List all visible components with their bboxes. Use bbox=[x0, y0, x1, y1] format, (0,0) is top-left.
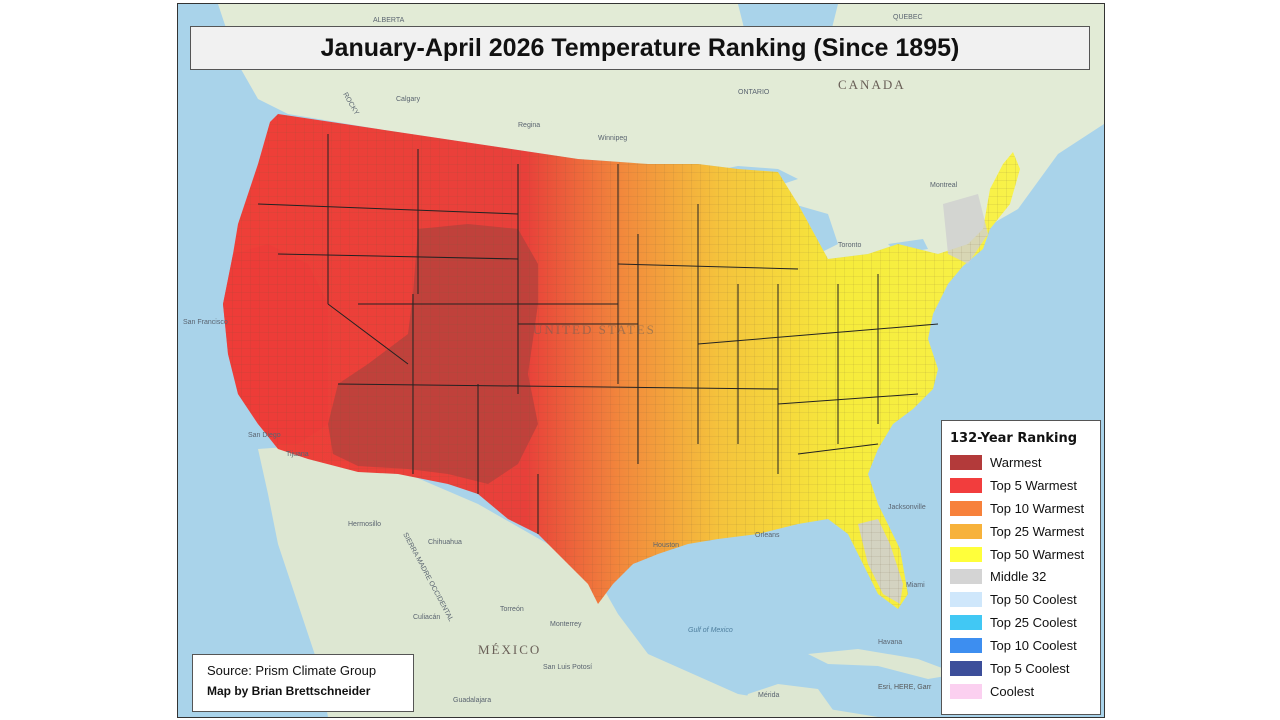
label-ontario: ONTARIO bbox=[738, 89, 770, 96]
legend-swatch bbox=[950, 683, 982, 699]
label-tijuana: Tijuana bbox=[286, 451, 309, 458]
cuba-land bbox=[808, 649, 958, 679]
label-orleans: Orleans bbox=[755, 532, 780, 539]
label-guadalajara: Guadalajara bbox=[453, 697, 491, 704]
legend-label: Top 50 Warmest bbox=[990, 546, 1085, 562]
label-san-diego: San Diego bbox=[248, 432, 281, 439]
legend-swatch bbox=[950, 592, 982, 608]
legend-label: Top 10 Warmest bbox=[990, 500, 1085, 516]
label-miami: Miami bbox=[906, 582, 925, 589]
label-united-states: UNITED STATES bbox=[533, 322, 656, 337]
legend-item: Top 5 Warmest bbox=[950, 474, 1100, 497]
legend-label: Top 25 Coolest bbox=[990, 615, 1077, 631]
label-mexico: MÉXICO bbox=[478, 642, 541, 657]
label-hermosillo: Hermosillo bbox=[348, 521, 381, 528]
legend-label: Top 5 Warmest bbox=[990, 477, 1077, 493]
attribution-text: Esri, HERE, Garr bbox=[878, 684, 932, 691]
label-calgary: Calgary bbox=[396, 96, 421, 103]
legend-label: Coolest bbox=[990, 683, 1035, 699]
legend-item: Middle 32 bbox=[950, 565, 1100, 588]
legend-swatch bbox=[950, 477, 982, 493]
credit-text: Map by Brian Brettschneider bbox=[207, 684, 371, 698]
legend-swatch bbox=[950, 615, 982, 631]
state-borders bbox=[257, 134, 939, 534]
label-quebec: QUEBEC bbox=[893, 14, 923, 21]
legend-label: Top 50 Coolest bbox=[990, 592, 1077, 608]
label-houston: Houston bbox=[653, 542, 679, 549]
legend-label: Middle 32 bbox=[990, 569, 1047, 585]
legend-swatch bbox=[950, 569, 982, 585]
legend-title: 132-Year Ranking bbox=[950, 431, 1078, 446]
legend-item: Top 50 Warmest bbox=[950, 543, 1100, 566]
label-winnipeg: Winnipeg bbox=[598, 135, 627, 142]
legend-label: Warmest bbox=[990, 454, 1042, 470]
label-havana: Havana bbox=[878, 639, 902, 646]
legend-item: Warmest bbox=[950, 451, 1100, 474]
legend-item: Top 25 Warmest bbox=[950, 520, 1100, 543]
source-text: Source: Prism Climate Group bbox=[207, 663, 377, 678]
map-title: January-April 2026 Temperature Ranking (… bbox=[320, 33, 960, 62]
label-culiacan: Culiacán bbox=[413, 614, 440, 621]
map-title-box: January-April 2026 Temperature Ranking (… bbox=[190, 26, 1090, 70]
legend-swatch bbox=[950, 500, 982, 516]
label-monterrey: Monterrey bbox=[550, 621, 582, 628]
legend-swatch bbox=[950, 638, 982, 654]
label-canada: CANADA bbox=[838, 77, 906, 92]
legend-label: Top 25 Warmest bbox=[990, 523, 1085, 539]
mexico-land bbox=[258, 444, 878, 717]
legend: 132-Year Ranking Warmest Top 5 Warmest Top… bbox=[941, 420, 1101, 715]
legend-label: Top 5 Coolest bbox=[990, 660, 1070, 676]
label-merida: Mérida bbox=[758, 692, 780, 699]
label-san-luis-potosi: San Luis Potosí bbox=[543, 664, 592, 671]
map-canvas: CANADA ONTARIO QUEBEC ALBERTA ROCKY Calg… bbox=[178, 4, 1104, 717]
label-montreal: Montreal bbox=[930, 182, 958, 189]
legend-swatch bbox=[950, 660, 982, 676]
county-grid bbox=[223, 114, 1020, 609]
legend-swatch bbox=[950, 523, 982, 539]
legend-swatch bbox=[950, 546, 982, 562]
legend-item: Top 10 Coolest bbox=[950, 634, 1100, 657]
legend-item: Top 5 Coolest bbox=[950, 657, 1100, 680]
label-san-francisco: San Francisco bbox=[183, 319, 228, 326]
legend-label: Top 10 Coolest bbox=[990, 638, 1077, 654]
legend-item: Top 25 Coolest bbox=[950, 611, 1100, 634]
label-gulf-of-mexico: Gulf of Mexico bbox=[688, 627, 733, 634]
yucatan-land bbox=[738, 684, 838, 717]
label-toronto: Toronto bbox=[838, 242, 861, 249]
label-alberta: ALBERTA bbox=[373, 17, 405, 24]
legend-item: Top 10 Warmest bbox=[950, 497, 1100, 520]
label-jacksonville: Jacksonville bbox=[888, 504, 926, 511]
source-box: Source: Prism Climate Group Map by Brian… bbox=[192, 654, 414, 712]
legend-swatch bbox=[950, 454, 982, 470]
label-torreon: Torreón bbox=[500, 606, 524, 613]
legend-item: Coolest bbox=[950, 680, 1100, 703]
legend-items: Warmest Top 5 Warmest Top 10 Warmest Top 25… bbox=[950, 451, 1100, 703]
label-chihuahua: Chihuahua bbox=[428, 539, 462, 546]
legend-item: Top 50 Coolest bbox=[950, 588, 1100, 611]
map-frame: CANADA ONTARIO QUEBEC ALBERTA ROCKY Calg… bbox=[177, 3, 1105, 718]
label-regina: Regina bbox=[518, 122, 540, 129]
